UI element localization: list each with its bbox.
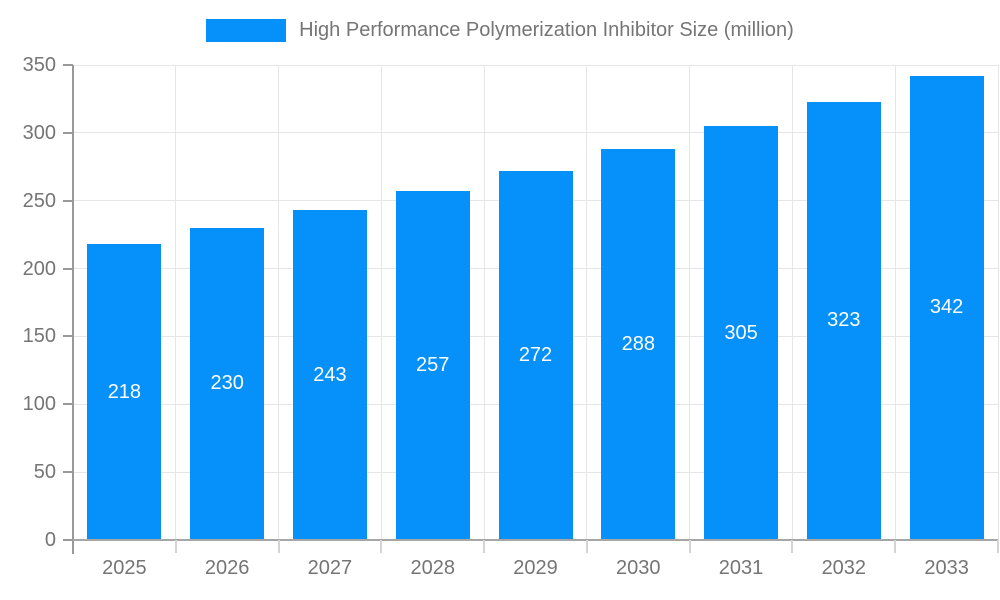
y-axis-tick-label: 250 — [22, 189, 56, 212]
bar-value-label: 218 — [107, 380, 142, 403]
y-axis-tick-label: 50 — [33, 461, 56, 484]
y-axis-tick-label: 300 — [22, 121, 56, 144]
gridline-vertical — [380, 65, 382, 540]
legend-label: High Performance Polymerization Inhibito… — [299, 19, 794, 41]
bar-value-label: 288 — [621, 333, 655, 356]
legend-swatch — [206, 19, 287, 42]
y-axis-tick — [63, 539, 73, 541]
bar-value-label: 272 — [518, 343, 553, 366]
y-axis-tick — [63, 267, 73, 270]
x-axis-tick-label: 2025 — [102, 557, 147, 579]
x-axis-tick — [894, 540, 897, 553]
x-axis-tick-label: 2027 — [307, 557, 353, 579]
gridline-vertical — [586, 65, 588, 540]
x-axis-tick-label: 2031 — [718, 557, 764, 579]
x-axis-line — [63, 539, 998, 541]
x-axis-tick — [997, 540, 999, 553]
plot-area: 218 230 243 257 272 288 305 323 342 — [73, 64, 999, 540]
gridline-vertical — [894, 65, 896, 540]
x-axis-tick — [688, 540, 691, 553]
x-axis-tick — [791, 540, 794, 553]
x-axis-tick-label: 2030 — [616, 557, 661, 579]
y-axis-tick-label: 350 — [22, 54, 56, 76]
x-axis-tick — [380, 540, 383, 553]
y-axis-tick — [63, 335, 73, 338]
y-axis-tick-label: 0 — [44, 529, 56, 551]
bar-value-label: 243 — [313, 363, 347, 386]
y-axis-tick-label: 200 — [22, 257, 56, 280]
bar-2033[interactable]: 342 — [909, 75, 984, 540]
gridline-vertical — [483, 65, 485, 540]
y-axis-line — [72, 65, 74, 554]
x-axis-tick — [585, 540, 588, 553]
y-axis-tick — [63, 471, 73, 474]
x-axis-tick-label: 2033 — [924, 557, 969, 579]
gridline-vertical — [791, 65, 793, 540]
bar-2027[interactable]: 243 — [292, 210, 367, 540]
x-axis-tick-label: 2026 — [204, 557, 250, 579]
gridline-horizontal — [73, 64, 998, 66]
bar-value-label: 257 — [416, 354, 450, 377]
y-axis-tick — [63, 131, 73, 134]
x-axis-tick — [483, 540, 486, 553]
bar-2031[interactable]: 305 — [704, 126, 779, 540]
gridline-vertical — [997, 65, 999, 540]
y-axis-tick-label: 150 — [22, 325, 56, 348]
bar-value-label: 230 — [210, 372, 244, 395]
bar-value-label: 323 — [827, 309, 861, 332]
bar-value-label: 342 — [929, 296, 964, 319]
y-axis-tick-label: 100 — [22, 393, 56, 416]
y-axis-tick — [63, 199, 73, 202]
gridline-vertical — [278, 65, 280, 540]
bar-2025[interactable]: 218 — [87, 244, 162, 540]
x-axis-tick — [174, 540, 177, 553]
bar-2026[interactable]: 230 — [190, 227, 265, 540]
y-axis-tick — [63, 64, 73, 66]
bar-2030[interactable]: 288 — [601, 149, 676, 540]
x-axis-tick — [277, 540, 280, 553]
bar-2029[interactable]: 272 — [498, 170, 573, 540]
gridline-vertical — [689, 65, 691, 540]
x-axis-tick-label: 2029 — [513, 557, 558, 579]
y-axis-tick — [63, 403, 73, 406]
bar-2028[interactable]: 257 — [395, 191, 470, 540]
x-axis-tick-label: 2032 — [821, 557, 867, 579]
bar-value-label: 305 — [724, 321, 758, 344]
bar-2032[interactable]: 323 — [806, 101, 881, 540]
gridline-horizontal — [73, 132, 998, 134]
gridline-vertical — [175, 65, 177, 540]
legend[interactable]: High Performance Polymerization Inhibito… — [0, 19, 1000, 42]
x-axis-tick-label: 2028 — [410, 557, 455, 579]
